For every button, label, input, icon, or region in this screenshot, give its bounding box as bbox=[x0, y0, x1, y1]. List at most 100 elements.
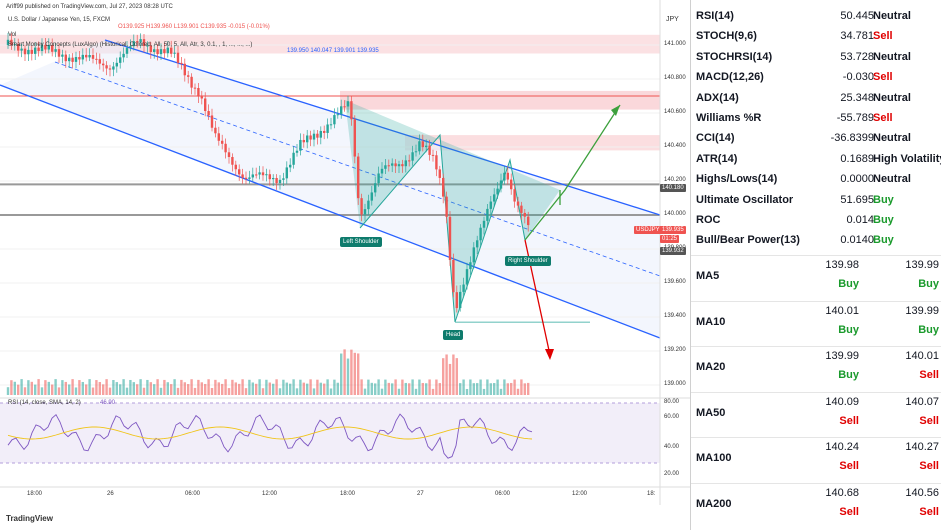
indicator-name: CCI(14) bbox=[696, 132, 735, 145]
volume-bar bbox=[6, 387, 10, 395]
candle-body bbox=[482, 220, 486, 228]
candle-body bbox=[289, 164, 292, 168]
volume-bar bbox=[248, 379, 251, 395]
volume-bar bbox=[299, 379, 302, 395]
indicator-name: STOCHRSI(14) bbox=[696, 50, 773, 63]
moving-average-row: MA200 140.68 140.56 Sell Sell bbox=[691, 482, 941, 526]
pattern-outline bbox=[359, 133, 526, 323]
candle-body bbox=[476, 240, 479, 248]
volume-bar bbox=[47, 381, 50, 395]
volume-bar bbox=[309, 379, 312, 395]
candle-body bbox=[251, 174, 254, 178]
volume-bar bbox=[506, 383, 509, 395]
volume-bar bbox=[51, 384, 54, 395]
price-axis-label: 140.600 bbox=[664, 109, 686, 115]
price-chart[interactable]: Ariff99 published on TradingView.com, Ju… bbox=[0, 0, 690, 530]
candle-body bbox=[44, 44, 47, 50]
volume-bar bbox=[350, 349, 353, 395]
volume-bar bbox=[159, 387, 163, 395]
volume-bar bbox=[146, 379, 149, 395]
candle-body bbox=[108, 68, 112, 70]
candle-body bbox=[459, 291, 462, 309]
volume-bar bbox=[516, 388, 520, 395]
candle-body bbox=[170, 47, 173, 54]
moving-average-row: MA100 140.24 140.27 Sell Sell bbox=[691, 437, 941, 480]
candle-body bbox=[319, 130, 322, 138]
candle-body bbox=[51, 45, 54, 52]
candle-body bbox=[360, 198, 363, 215]
candle-body bbox=[469, 262, 472, 270]
ma-simple-value: 140.24 bbox=[825, 441, 859, 453]
candle-body bbox=[156, 49, 159, 55]
volume-bar bbox=[163, 379, 166, 395]
volume-bar bbox=[445, 354, 448, 395]
candle-body bbox=[57, 49, 61, 57]
candle-body bbox=[17, 44, 20, 51]
time-axis-label: 06:00 bbox=[495, 491, 511, 497]
candle-body bbox=[176, 52, 180, 63]
candle-body bbox=[149, 45, 152, 52]
candle-body bbox=[91, 55, 95, 59]
volume-bar bbox=[115, 382, 118, 395]
volume-bar bbox=[527, 382, 530, 395]
ma-exponential-value: 139.99 bbox=[905, 259, 939, 271]
volume-bar bbox=[166, 382, 169, 395]
pattern-fill bbox=[345, 100, 560, 322]
rsi-axis-label: 20.00 bbox=[664, 471, 680, 477]
candle-body bbox=[435, 155, 438, 170]
candle-body bbox=[346, 101, 350, 107]
volume-bar bbox=[30, 381, 33, 395]
volume-bar bbox=[176, 387, 180, 395]
candle-body bbox=[153, 49, 156, 52]
volume-bar bbox=[255, 383, 258, 395]
volume-bar bbox=[149, 382, 152, 395]
bearish-arrow-head bbox=[545, 349, 554, 360]
candle-body bbox=[272, 177, 275, 180]
candle-body bbox=[479, 227, 482, 241]
candle-body bbox=[462, 284, 465, 292]
volume-bar bbox=[282, 379, 285, 395]
indicator-row: Bull/Bear Power(13) 0.0140 Buy bbox=[691, 230, 941, 250]
chart-canvas[interactable] bbox=[0, 0, 690, 530]
candle-body bbox=[452, 259, 455, 293]
volume-bar bbox=[156, 379, 159, 395]
candle-body bbox=[333, 115, 336, 125]
ma-simple-signal: Sell bbox=[839, 460, 859, 472]
volume-bar bbox=[397, 388, 401, 395]
candle-body bbox=[238, 169, 241, 175]
price-axis-label: 140.000 bbox=[664, 211, 686, 217]
candle-body bbox=[486, 208, 489, 221]
candle-body bbox=[268, 174, 271, 180]
indicator-value: -55.789 bbox=[836, 112, 874, 124]
candle-body bbox=[125, 47, 129, 54]
candle-body bbox=[159, 49, 163, 55]
channel-fill bbox=[0, 40, 660, 338]
ma-simple-signal: Buy bbox=[838, 369, 859, 381]
volume-bar bbox=[510, 382, 513, 395]
candle-body bbox=[95, 58, 98, 60]
candle-body bbox=[353, 119, 356, 157]
head-label: Head bbox=[443, 330, 464, 340]
candle-body bbox=[261, 172, 265, 176]
indicator-value: 34.781 bbox=[840, 30, 874, 43]
candle-body bbox=[316, 133, 319, 138]
bullish-projection-line bbox=[524, 104, 621, 241]
volume-bar bbox=[98, 382, 101, 395]
candle-body bbox=[122, 53, 125, 58]
tradingview-logo: TradingView bbox=[6, 514, 53, 523]
volume-bar bbox=[221, 383, 224, 395]
price-tag-symbol: USDJPY bbox=[634, 226, 662, 234]
right-shoulder-label: Right Shoulder bbox=[505, 256, 551, 266]
candle-body bbox=[397, 164, 401, 167]
candle-body bbox=[350, 101, 353, 120]
candle-body bbox=[214, 127, 217, 134]
volume-bar bbox=[278, 388, 282, 395]
volume-bar bbox=[261, 388, 265, 395]
candle-body bbox=[10, 39, 13, 46]
candle-body bbox=[493, 194, 496, 202]
volume-bar bbox=[153, 384, 156, 395]
volume-bar bbox=[363, 388, 367, 395]
candle-body bbox=[445, 196, 448, 217]
ma-exponential-value: 140.56 bbox=[905, 486, 939, 499]
volume-bar bbox=[353, 352, 356, 395]
